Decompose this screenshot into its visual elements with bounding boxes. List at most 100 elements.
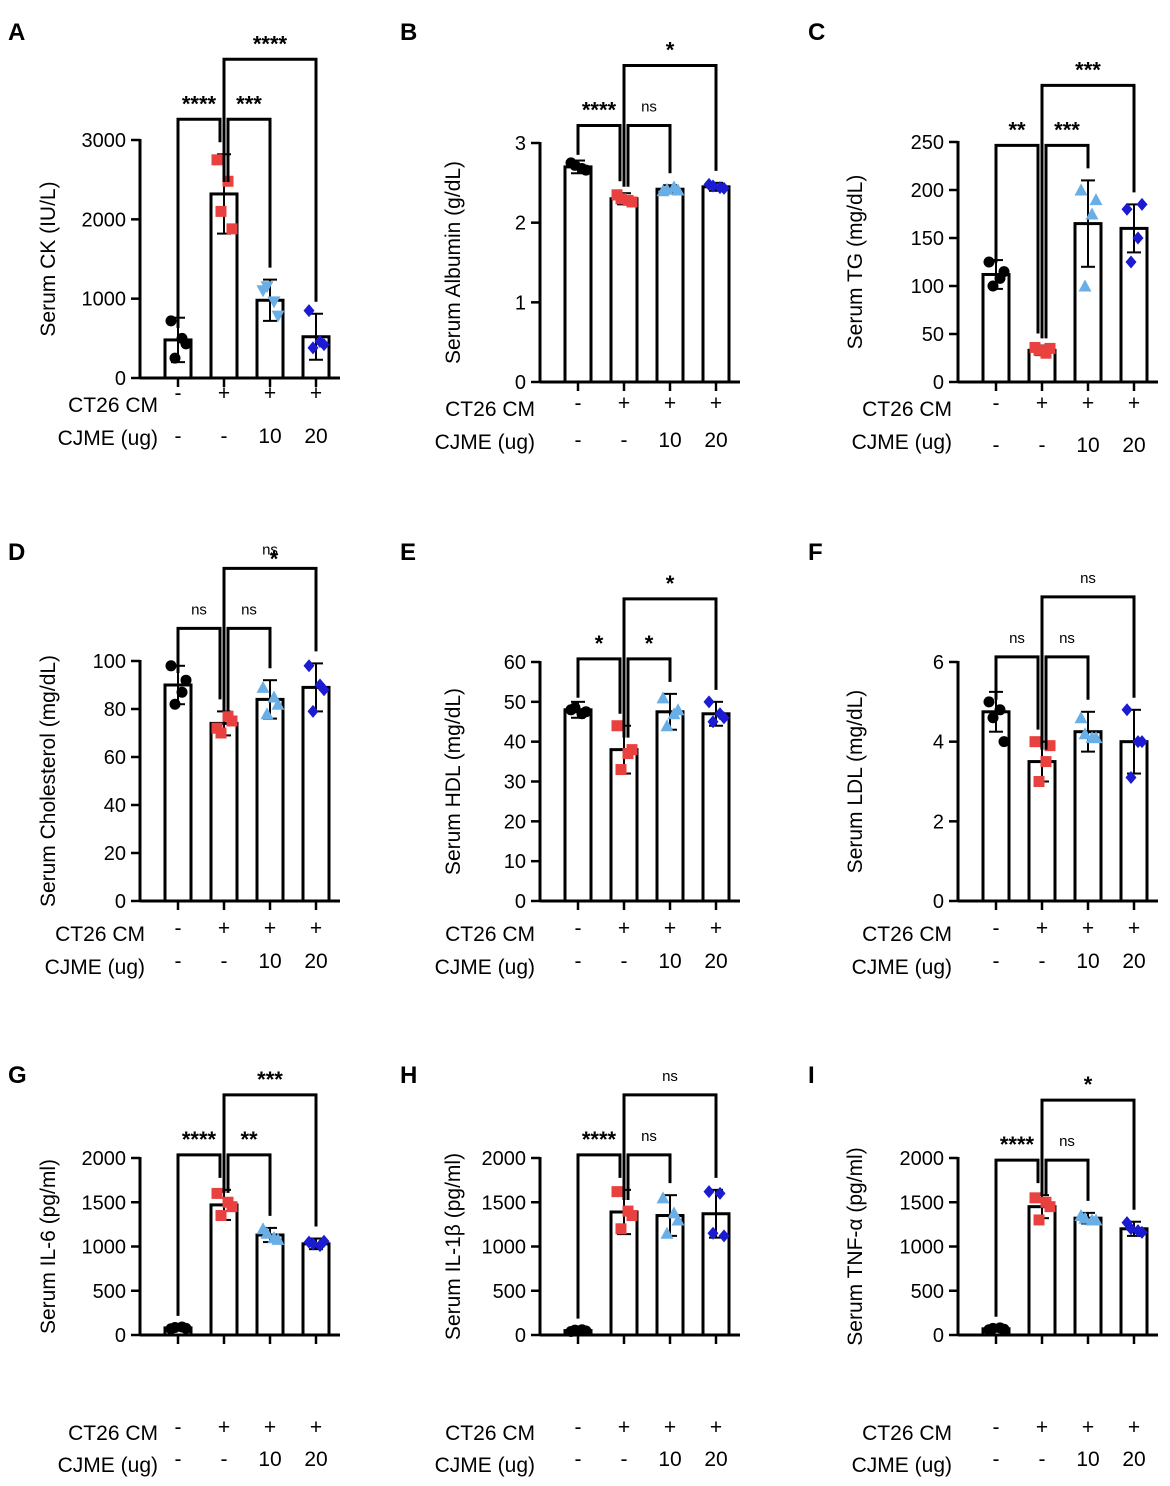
data-point-3-4 xyxy=(271,697,285,710)
data-point-1-3 xyxy=(987,1322,999,1334)
significance-bracket-1: ns xyxy=(176,601,222,700)
row-label-ct26-cm: CT26 CM xyxy=(55,923,145,946)
data-point-4-4 xyxy=(318,338,330,352)
bar-i-3 xyxy=(1073,1216,1103,1337)
bracket-line xyxy=(626,657,672,738)
significance-bracket-2: * xyxy=(626,631,672,738)
data-point-2-3 xyxy=(1033,1214,1045,1226)
panel-letter: H xyxy=(400,1062,417,1089)
condition-label: 20 xyxy=(704,1448,727,1471)
data-point-1-3 xyxy=(169,352,181,364)
data-point-4-1 xyxy=(303,304,315,318)
bar-i-2 xyxy=(1027,1205,1057,1337)
bar-g-4 xyxy=(301,1242,331,1337)
condition-label: - xyxy=(221,425,228,448)
data-point-2-4 xyxy=(226,715,238,727)
condition-label: + xyxy=(1128,1416,1140,1439)
condition-label: + xyxy=(710,917,722,940)
row-label-ct26-cm: CT26 CM xyxy=(445,398,535,421)
panel-letter: G xyxy=(8,1062,27,1089)
y-tick-label: 50 xyxy=(504,692,526,714)
significance-label-extra: * xyxy=(270,546,279,571)
bracket-line xyxy=(226,626,272,712)
data-point-4-1 xyxy=(703,1185,715,1199)
data-point-4-3 xyxy=(707,715,719,729)
panel-letter: I xyxy=(808,1062,815,1089)
condition-label: + xyxy=(710,1416,722,1439)
data-point-4-4 xyxy=(718,1229,730,1243)
panel-letter: B xyxy=(400,19,417,46)
bracket-line xyxy=(994,655,1040,730)
data-point-4-3 xyxy=(707,1226,719,1240)
y-tick-label: 2 xyxy=(933,811,944,833)
data-point-3-4 xyxy=(1089,1213,1103,1226)
data-point-1-3 xyxy=(569,1324,581,1336)
data-point-2-4 xyxy=(626,744,638,756)
row-label-ct26-cm: CT26 CM xyxy=(445,1422,535,1445)
bracket-line xyxy=(1040,1098,1136,1210)
condition-label: - xyxy=(175,382,182,405)
data-point-2-3 xyxy=(615,764,627,776)
bracket-line xyxy=(222,566,318,712)
row-label-cjme: CJME (ug) xyxy=(435,431,535,454)
data-point-3-4 xyxy=(1089,731,1103,744)
data-point-4-2 xyxy=(714,1186,726,1200)
y-tick-label: 20 xyxy=(504,811,526,833)
data-point-1-4 xyxy=(180,1322,192,1334)
bracket-line xyxy=(994,143,1040,334)
y-tick-label: 100 xyxy=(911,276,944,298)
significance-label: ns xyxy=(262,541,278,558)
bar-b-1 xyxy=(563,165,593,384)
condition-label: - xyxy=(993,434,1000,457)
significance-label: *** xyxy=(236,91,262,116)
significance-bracket-2: *** xyxy=(1044,117,1090,339)
bar-e-3 xyxy=(655,710,685,903)
significance-label: ns xyxy=(1059,630,1075,647)
row-label-cjme: CJME (ug) xyxy=(852,956,952,979)
significance-label: ns xyxy=(662,1068,678,1085)
significance-label: ns xyxy=(641,99,657,116)
condition-label: + xyxy=(310,1416,322,1439)
condition-label: + xyxy=(1082,1416,1094,1439)
bracket-line xyxy=(222,1093,318,1227)
bracket-line xyxy=(1044,143,1090,339)
condition-label: - xyxy=(175,425,182,448)
y-axis-label: Serum CK (IU/L) xyxy=(37,181,60,336)
significance-label: *** xyxy=(1075,57,1101,82)
significance-label: **** xyxy=(1000,1132,1035,1157)
data-point-3-3 xyxy=(660,1226,674,1239)
bar-d-3 xyxy=(255,697,285,903)
bracket-line xyxy=(626,124,672,187)
significance-bracket-3: **** xyxy=(222,31,318,302)
panel-letter: C xyxy=(808,19,825,46)
y-tick-label: 6 xyxy=(933,652,944,674)
y-tick-label: 1000 xyxy=(482,1237,527,1259)
y-tick-label: 0 xyxy=(515,891,526,913)
data-point-1-2 xyxy=(994,704,1006,716)
data-point-1-1 xyxy=(983,256,995,268)
data-point-3-1 xyxy=(1074,183,1088,196)
condition-label: - xyxy=(993,1416,1000,1439)
condition-label: + xyxy=(264,382,276,405)
data-point-2-4 xyxy=(626,1210,638,1222)
data-point-1-4 xyxy=(180,338,192,350)
data-point-1-3 xyxy=(987,712,999,724)
significance-label: ns xyxy=(1059,1133,1075,1150)
panel-letter: E xyxy=(400,539,416,566)
data-point-1-3 xyxy=(169,698,181,710)
condition-label: + xyxy=(1036,392,1048,415)
condition-label: 10 xyxy=(1076,1448,1099,1471)
significance-bracket-3: * xyxy=(622,38,718,187)
condition-label: - xyxy=(575,950,582,973)
bar-f-3 xyxy=(1073,730,1103,903)
significance-bracket-3: ns xyxy=(222,541,318,712)
data-point-3-3 xyxy=(1078,1211,1092,1224)
row-label-cjme: CJME (ug) xyxy=(852,1454,952,1477)
condition-label: 10 xyxy=(658,1448,681,1471)
condition-label: 20 xyxy=(304,425,327,448)
data-point-1-3 xyxy=(569,159,581,171)
significance-bracket-1: **** xyxy=(576,98,622,182)
data-point-2-4 xyxy=(1044,1201,1056,1213)
y-tick-label: 150 xyxy=(911,228,944,250)
bar-c-1 xyxy=(981,272,1011,384)
